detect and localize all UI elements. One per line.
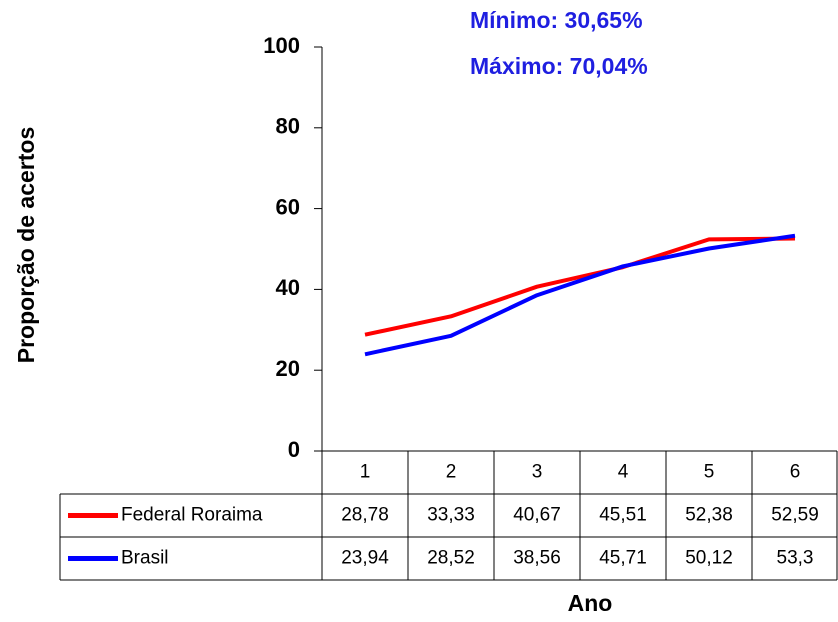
x-tick-label: 6 [790,462,801,483]
y-axis-title: Proporção de acertos [13,127,39,363]
table-value: 50,12 [685,548,733,569]
y-tick-label: 60 [276,194,300,219]
table-value: 33,33 [427,505,475,526]
table-value: 45,51 [599,505,647,526]
y-tick-label: 0 [288,437,300,462]
table-value: 38,56 [513,548,561,569]
table-value: 23,94 [341,548,389,569]
table-value: 53,3 [777,548,814,569]
y-tick-label: 20 [276,356,300,381]
y-tick-label: 40 [276,275,300,300]
table-value: 28,52 [427,548,475,569]
table-value: 45,71 [599,548,647,569]
table-value: 52,59 [771,505,819,526]
table-value: 52,38 [685,505,733,526]
x-tick-label: 1 [360,462,371,483]
x-tick-label: 3 [532,462,543,483]
x-axis-title: Ano [568,590,613,616]
y-tick-label: 100 [263,33,300,58]
y-tick-label: 80 [276,114,300,139]
legend-label: Federal Roraima [121,505,263,526]
annotation: Máximo: 70,04% [470,53,648,79]
table-value: 40,67 [513,505,561,526]
x-tick-label: 2 [446,462,457,483]
annotation: Mínimo: 30,65% [470,7,643,33]
x-tick-label: 5 [704,462,715,483]
legend-label: Brasil [121,548,169,569]
x-tick-label: 4 [618,462,629,483]
series-line [364,236,796,337]
table-value: 28,78 [341,505,389,526]
series-line [364,233,796,357]
